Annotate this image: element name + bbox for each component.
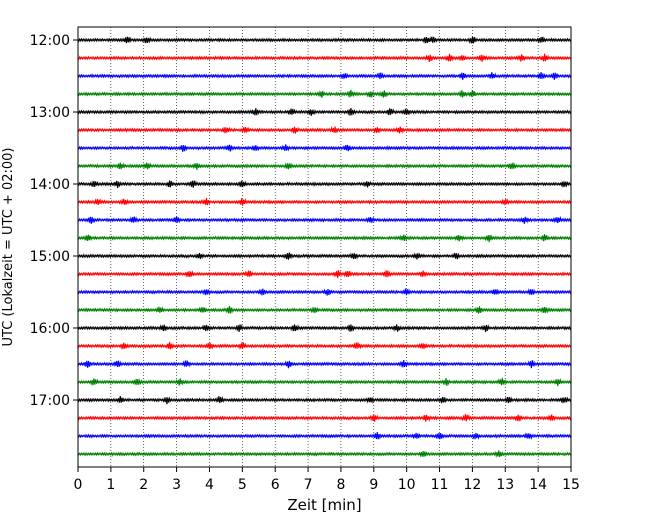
y-tick-label: 13:00 [30,105,70,121]
trace-1715 [77,413,572,422]
trace-1515 [77,270,572,279]
y-tick-label: 16:00 [30,321,70,337]
x-tick-label: 0 [74,477,83,493]
x-tick-label: 3 [172,477,181,493]
trace-1245 [77,89,572,98]
trace-1200 [77,36,572,45]
x-tick-label: 12 [463,477,481,493]
y-tick-label: 14:00 [30,177,70,193]
x-tick-label: 8 [336,477,345,493]
x-tick-label: 5 [238,477,247,493]
x-axis-label: Zeit [min] [287,496,361,514]
trace-1500 [77,252,572,260]
trace-1430 [77,215,572,225]
x-tick-label: 1 [106,477,115,493]
trace-1645 [77,377,572,386]
x-tick-label: 7 [304,477,313,493]
x-tick-label: 6 [271,477,280,493]
trace-1530 [77,287,572,296]
grid-lines [110,27,539,467]
trace-1700 [77,395,572,405]
x-tick-label: 10 [398,477,416,493]
x-tick-label: 4 [205,477,214,493]
trace-1230 [77,72,572,80]
trace-1215 [77,53,572,62]
x-tick-label: 14 [529,477,547,493]
trace-1630 [77,360,572,369]
y-axis-label: UTC (Lokalzeit = UTC + 02:00) [1,148,16,347]
x-axis-ticks: 0 1 2 3 4 5 6 7 8 9 10 11 12 13 14 15 [74,467,580,493]
x-tick-label: 11 [431,477,449,493]
trace-1330 [77,144,572,152]
trace-1400 [77,180,572,189]
y-tick-label: 15:00 [30,249,70,265]
trace-1445 [77,234,572,243]
trace-1415 [77,197,572,206]
y-axis-ticks: 12:00 13:00 14:00 15:00 16:00 17:00 [30,33,78,409]
trace-1600 [77,323,572,333]
trace-1730 [77,431,572,441]
plot-frame [77,26,572,468]
trace-1745 [77,450,572,458]
y-tick-label: 17:00 [30,393,70,409]
y-tick-label: 12:00 [30,33,70,49]
trace-1615 [77,342,572,350]
x-tick-label: 13 [496,477,514,493]
trace-1345 [77,162,572,170]
trace-1545 [77,306,572,314]
x-tick-label: 2 [139,477,148,493]
trace-1300 [77,108,572,117]
seismic-traces [77,36,572,458]
x-tick-label: 15 [562,477,580,493]
trace-1315 [77,126,572,134]
x-tick-label: 9 [369,477,378,493]
